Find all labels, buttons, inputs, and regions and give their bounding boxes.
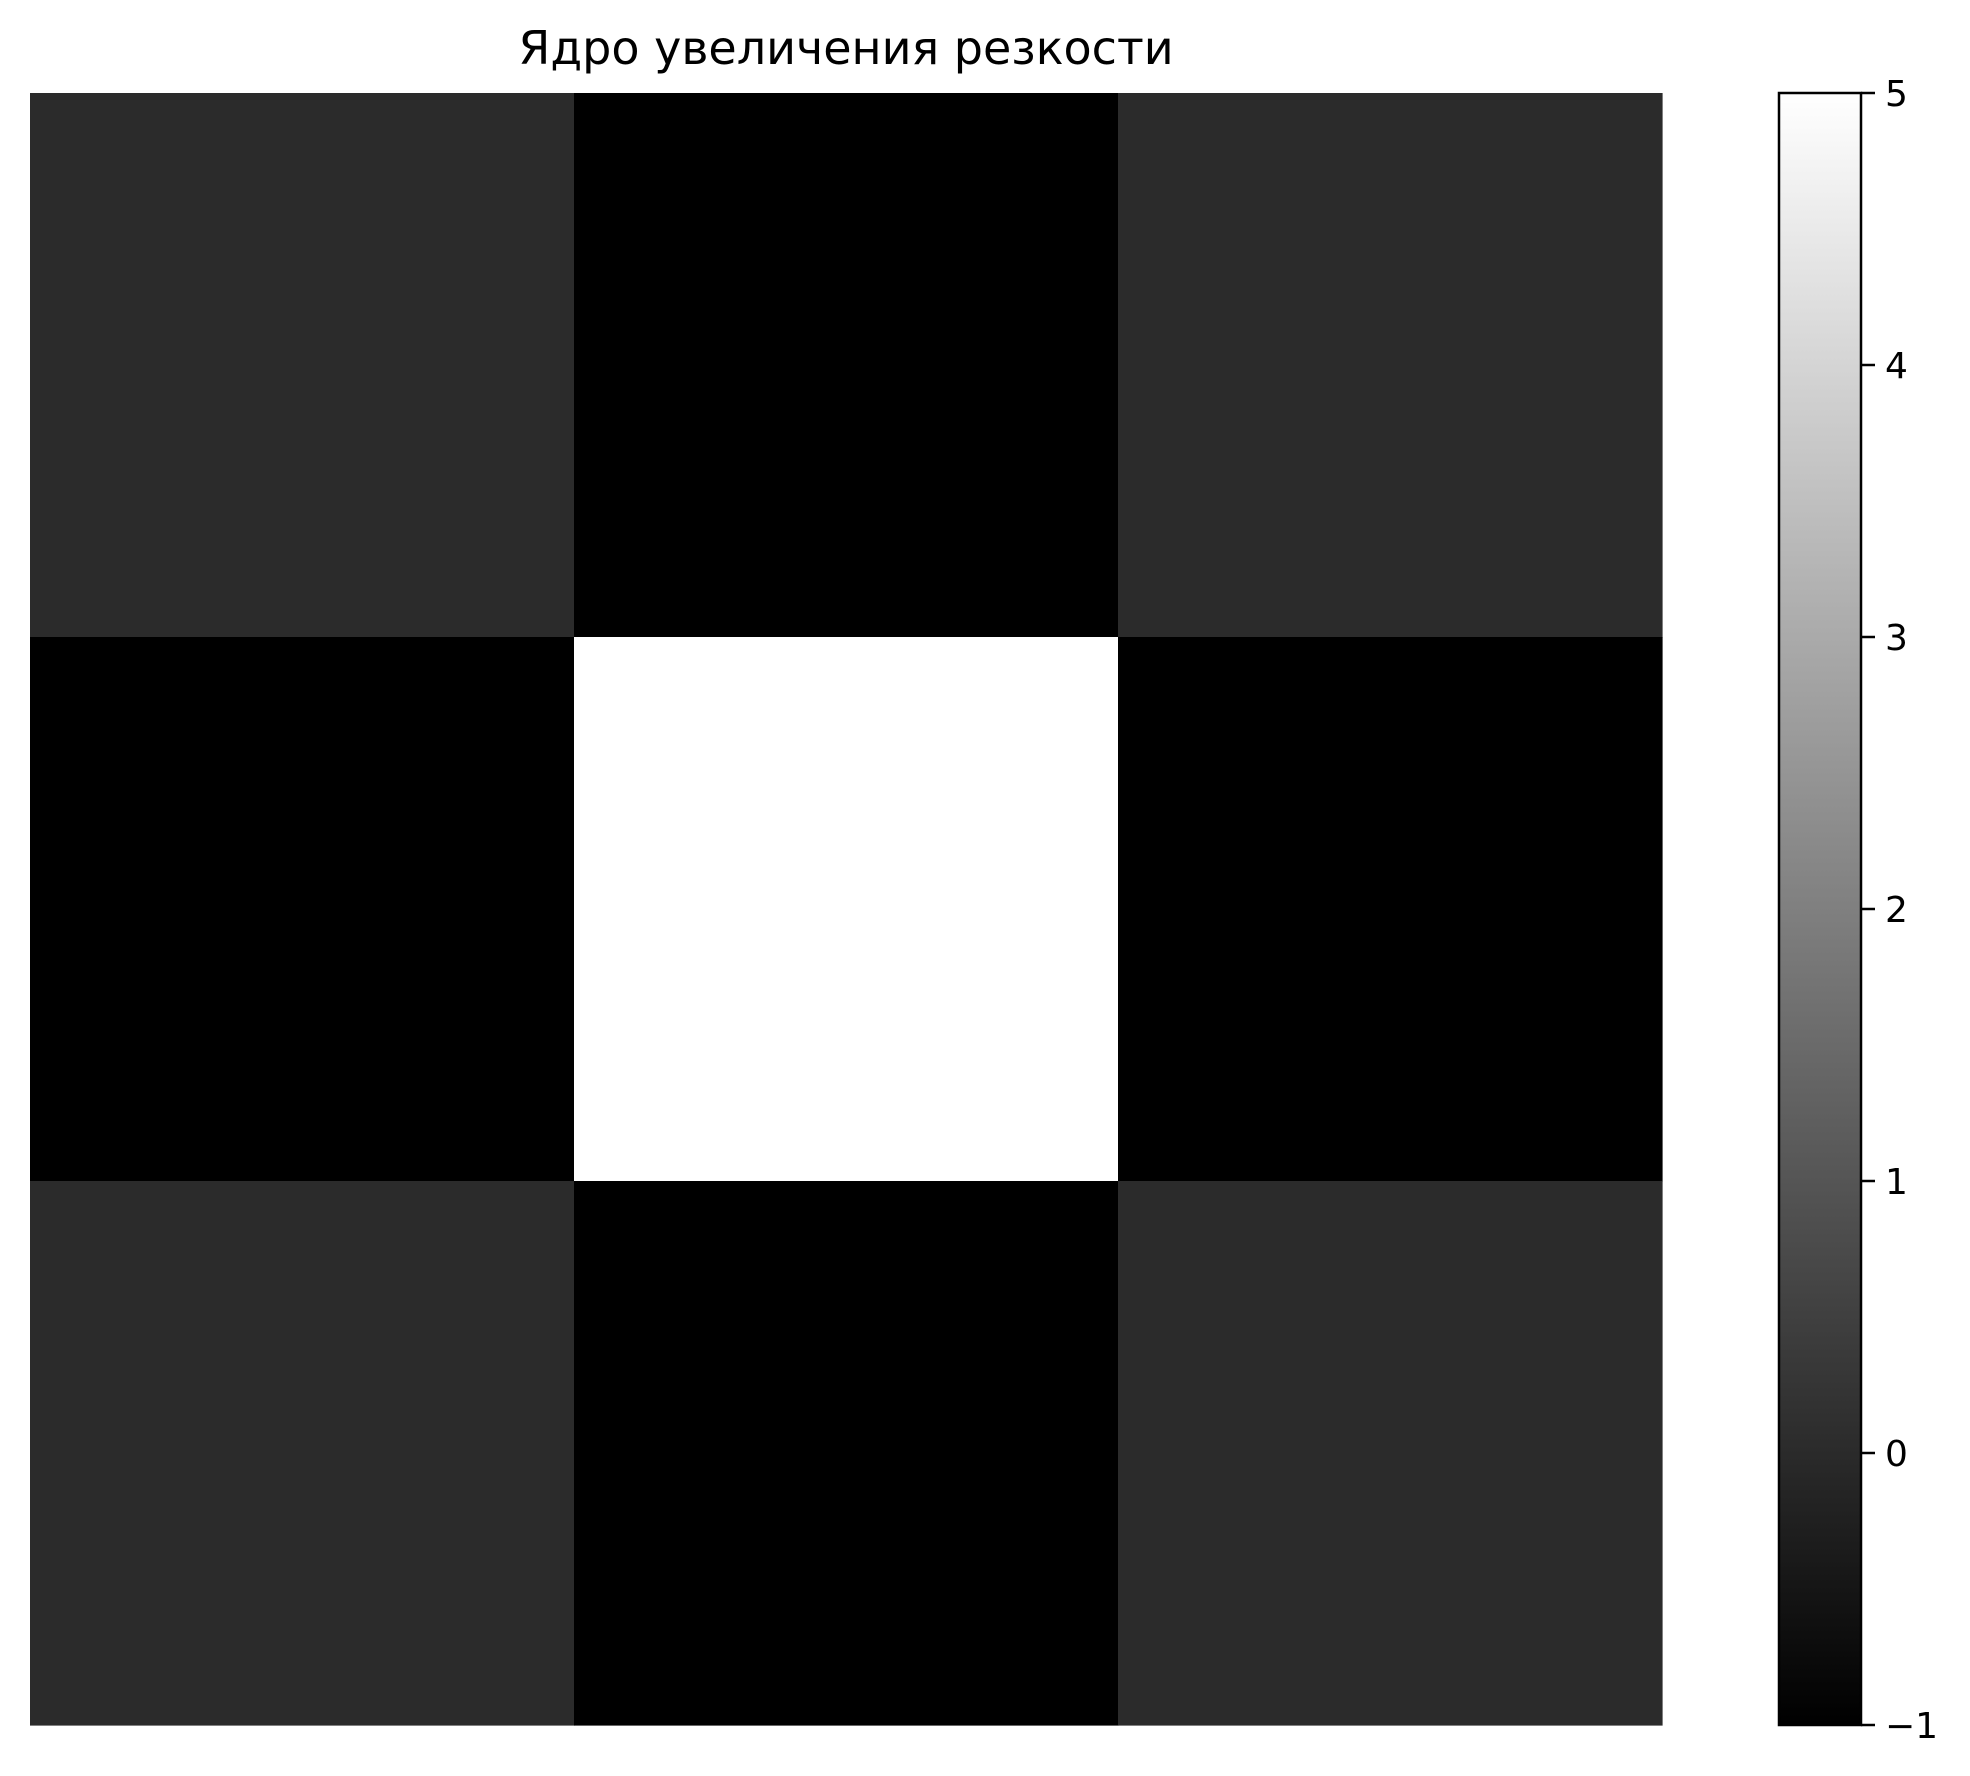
heatmap-cell-r2-c2: [1118, 1181, 1663, 1726]
colorbar-tick-label: 5: [1885, 74, 1908, 115]
colorbar-tick-label: 1: [1885, 1162, 1908, 1203]
heatmap-grid: [30, 93, 1663, 1726]
colorbar-ticks: −1 0 1 2 3 4 5: [1861, 74, 1938, 1747]
heatmap-cell-r0-c1: [574, 93, 1119, 638]
heatmap-cell-r1-c1: [574, 637, 1119, 1182]
colorbar-tick-label: 3: [1885, 618, 1908, 659]
colorbar: −1 0 1 2 3 4 5: [1777, 74, 1938, 1747]
colorbar-tick-label: 4: [1885, 346, 1908, 387]
heatmap-cell-r0-c2: [1118, 93, 1663, 638]
heatmap-cell-r0-c0: [30, 93, 575, 638]
chart-title: Ядро увеличения резкости: [518, 21, 1173, 75]
colorbar-tick-label: 0: [1885, 1434, 1908, 1475]
heatmap-cell-r1-c2: [1118, 637, 1663, 1182]
colorbar-tick-label: −1: [1885, 1706, 1938, 1747]
heatmap-cell-r2-c0: [30, 1181, 575, 1726]
heatmap-cell-r2-c1: [574, 1181, 1119, 1726]
colorbar-gradient: [1779, 93, 1861, 1725]
colorbar-tick-label: 2: [1885, 890, 1908, 931]
heatmap-cell-r1-c0: [30, 637, 575, 1182]
